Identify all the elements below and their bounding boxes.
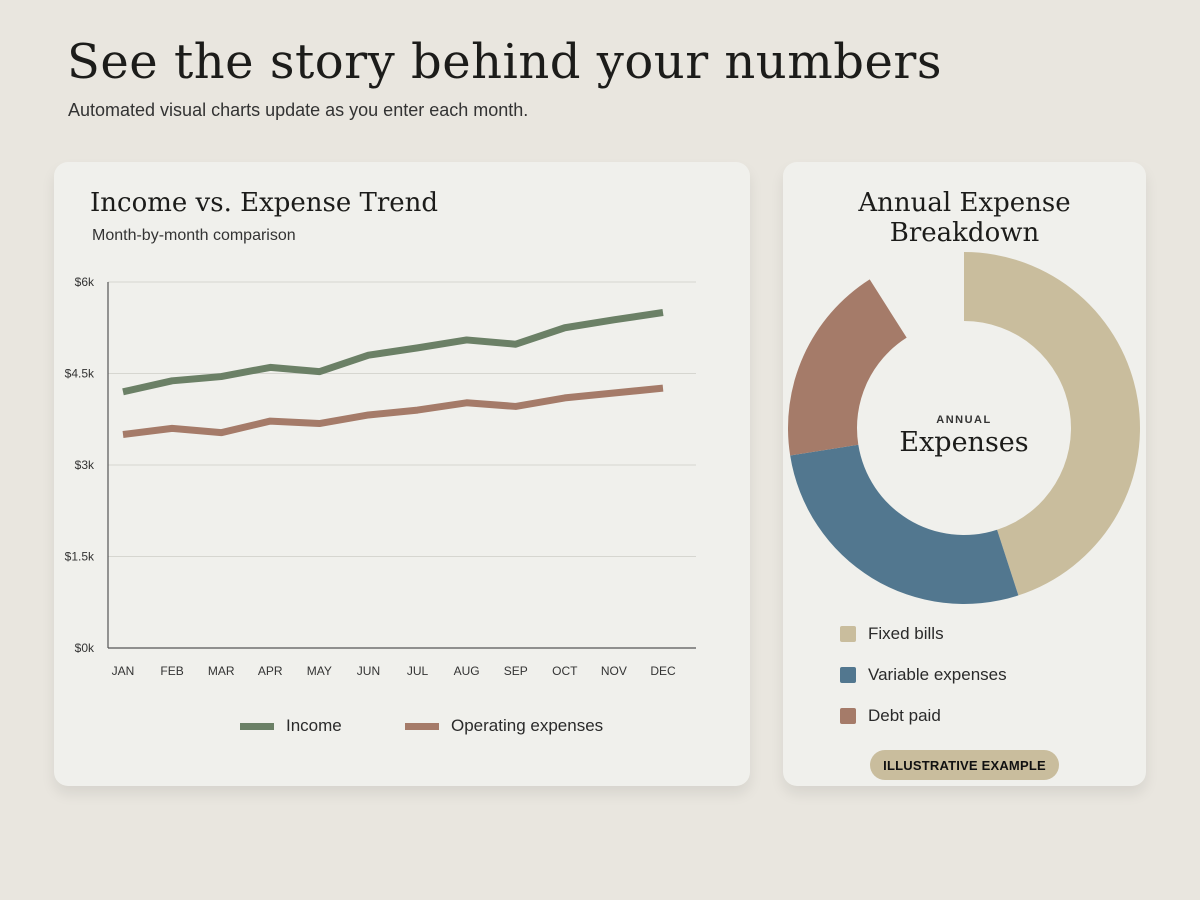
x-tick-label: JUN (357, 664, 380, 678)
legend-swatch-fixed (840, 626, 856, 642)
illustrative-badge: ILLUSTRATIVE EXAMPLE (870, 750, 1059, 780)
page-title: See the story behind your numbers (67, 34, 942, 90)
trend-subtitle: Month-by-month comparison (92, 227, 296, 244)
legend-label-fixed: Fixed bills (868, 624, 944, 643)
legend-swatch-debt (840, 708, 856, 724)
breakdown-title-line2: Breakdown (889, 218, 1040, 248)
breakdown-card: Annual Expense Breakdown ANNUAL Expenses… (783, 162, 1146, 786)
y-tick-label: $0k (75, 641, 95, 655)
legend-swatch-income (240, 722, 274, 730)
slice-variable-expenses (790, 444, 1019, 604)
y-tick-label: $1.5k (65, 550, 95, 564)
y-tick-label: $6k (75, 275, 95, 289)
legend-item-income: Income (240, 716, 342, 736)
breakdown-title: Annual Expense Breakdown (783, 188, 1146, 248)
x-tick-label: DEC (650, 664, 676, 678)
legend-swatch-expenses (405, 722, 439, 730)
line-chart: $0k $1.5k $3k $4.5k $6k JAN FEB MAR APR MAY JUN JU… (65, 275, 696, 678)
legend-swatch-variable (840, 667, 856, 683)
x-tick-label: SEP (504, 664, 528, 678)
x-tick-label: AUG (454, 664, 480, 678)
trend-title: Income vs. Expense Trend (90, 188, 439, 218)
slice-debt-paid (788, 279, 907, 456)
trend-card: Income vs. Expense Trend Month-by-month … (54, 162, 750, 786)
breakdown-title-line1: Annual Expense (858, 188, 1071, 218)
legend-item-expenses: Operating expenses (405, 716, 603, 736)
legend-label-expenses: Operating expenses (451, 716, 604, 735)
x-tick-label: FEB (160, 664, 183, 678)
x-tick-label: JAN (112, 664, 135, 678)
y-tick-label: $3k (75, 458, 95, 472)
legend-item-debt: Debt paid (840, 706, 941, 726)
donut-center-large: Expenses (899, 427, 1028, 458)
slice-fixed-bills (964, 252, 1140, 596)
x-tick-label: OCT (552, 664, 578, 678)
x-tick-label: MAR (208, 664, 235, 678)
page-subtitle: Automated visual charts update as you en… (68, 100, 529, 120)
legend-label-income: Income (286, 716, 342, 735)
legend-label-debt: Debt paid (868, 706, 941, 725)
series-line-income (122, 309, 664, 396)
x-tick-label: MAY (307, 664, 332, 678)
donut-chart: ANNUAL Expenses (788, 252, 1140, 604)
legend-item-fixed: Fixed bills (840, 624, 944, 644)
x-tick-label: NOV (601, 664, 627, 678)
legend-label-variable: Variable expenses (868, 665, 1007, 684)
series-line-expenses (122, 384, 664, 438)
x-tick-label: APR (258, 664, 283, 678)
x-tick-label: JUL (407, 664, 429, 678)
donut-center-small: ANNUAL (936, 414, 991, 426)
legend-item-variable: Variable expenses (840, 665, 1007, 685)
y-tick-label: $4.5k (65, 367, 95, 381)
